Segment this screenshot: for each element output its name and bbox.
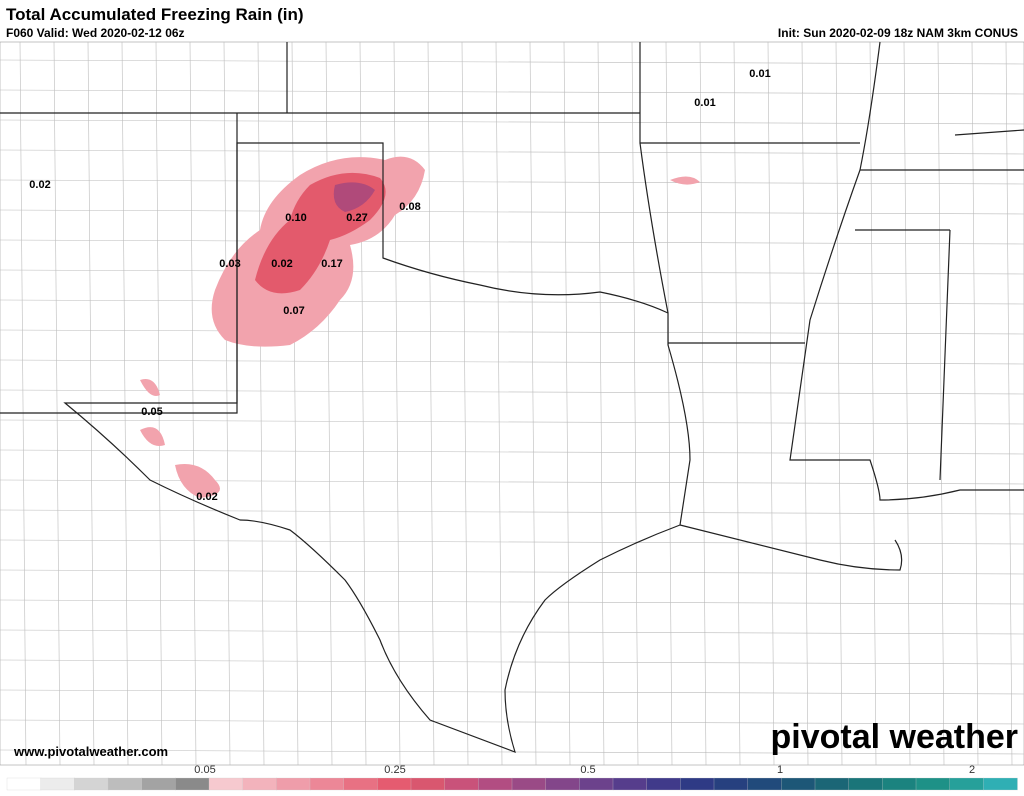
color-bar xyxy=(6,777,1018,791)
colorbar-swatch xyxy=(6,777,42,791)
colorbar-swatch xyxy=(276,777,311,791)
map-value-label: 0.07 xyxy=(283,305,304,317)
colorbar-swatch xyxy=(882,777,917,791)
map-value-label: 0.08 xyxy=(399,201,420,213)
map-value-label: 0.27 xyxy=(346,212,367,224)
colorbar-swatch xyxy=(175,777,210,791)
colorbar-swatch xyxy=(511,777,547,791)
colorbar-label: 2 xyxy=(969,764,975,776)
colorbar-label: 0.5 xyxy=(580,764,595,776)
colorbar-swatch xyxy=(208,777,244,791)
colorbar-swatch xyxy=(242,777,277,791)
precip-area-small xyxy=(140,176,700,498)
colorbar-swatch xyxy=(747,777,782,791)
map-value-label: 0.05 xyxy=(141,406,162,418)
colorbar-swatch xyxy=(848,777,883,791)
colorbar-swatch xyxy=(612,777,648,791)
colorbar-swatch xyxy=(915,777,951,791)
colorbar-swatch xyxy=(680,777,715,791)
map-value-label: 0.02 xyxy=(271,258,292,270)
precip-area-max xyxy=(333,182,375,212)
colorbar-swatch xyxy=(141,777,176,791)
colorbar-swatch xyxy=(713,777,749,791)
title: Total Accumulated Freezing Rain (in) xyxy=(6,5,304,24)
colorbar-swatch xyxy=(107,777,143,791)
colorbar-swatch xyxy=(410,777,446,791)
colorbar-swatch xyxy=(949,777,984,791)
map: 0.01 0.01 0.02 0.10 0.27 0.08 0.03 0.02 … xyxy=(0,41,1024,766)
colorbar-swatch xyxy=(545,777,580,791)
init-time: Init: Sun 2020-02-09 18z NAM 3km CONUS xyxy=(778,26,1018,40)
colorbar-swatch xyxy=(814,777,850,791)
map-value-label: 0.01 xyxy=(749,68,770,80)
map-value-label: 0.17 xyxy=(321,258,342,270)
texas-border xyxy=(63,142,691,753)
colorbar-swatch xyxy=(579,777,614,791)
map-value-label: 0.10 xyxy=(285,212,306,224)
colorbar-label: 1 xyxy=(777,764,783,776)
colorbar-swatch xyxy=(309,777,345,791)
map-value-label: 0.02 xyxy=(196,491,217,503)
colorbar-swatch xyxy=(40,777,75,791)
state-borders xyxy=(0,41,1024,571)
colorbar-swatch xyxy=(646,777,681,791)
colorbar-label: 0.05 xyxy=(194,764,215,776)
colorbar-swatch xyxy=(444,777,479,791)
map-value-label: 0.03 xyxy=(219,258,240,270)
colorbar-label: 0.25 xyxy=(384,764,405,776)
logo: pivotal weather xyxy=(770,718,1018,756)
colorbar-swatch xyxy=(983,777,1018,791)
website[interactable]: www.pivotalweather.com xyxy=(13,744,168,759)
colorbar-swatch xyxy=(377,777,412,791)
map-value-label: 0.01 xyxy=(694,97,715,109)
valid-time: F060 Valid: Wed 2020-02-12 06z xyxy=(6,26,185,40)
map-value-label: 0.02 xyxy=(29,179,50,191)
colorbar-swatch xyxy=(478,777,513,791)
colorbar-swatch xyxy=(343,777,378,791)
colorbar-swatch xyxy=(74,777,109,791)
colorbar-swatch xyxy=(781,777,816,791)
